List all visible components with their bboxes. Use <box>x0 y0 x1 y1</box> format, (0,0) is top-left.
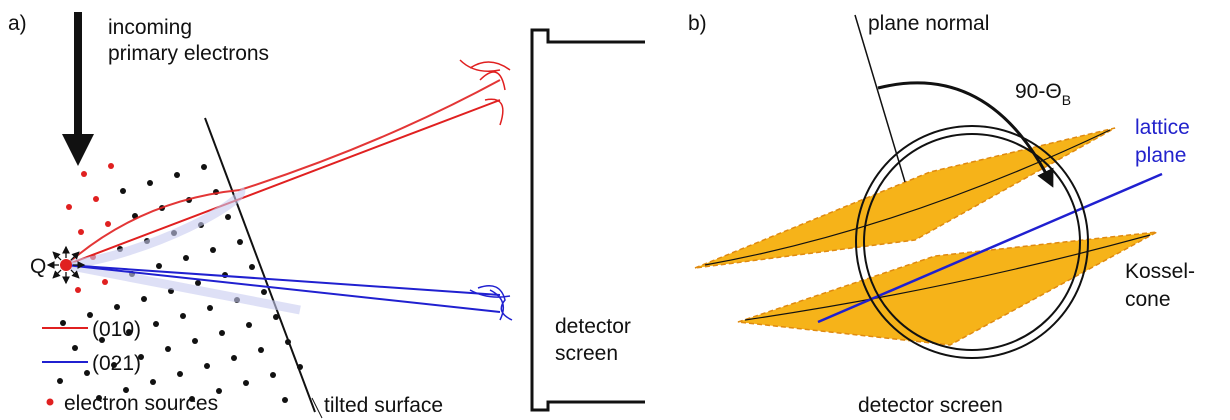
lattice-dot <box>219 330 225 336</box>
legend-dot <box>47 399 54 406</box>
emission-arrow <box>53 252 61 260</box>
lattice-dot <box>270 372 276 378</box>
source-dot <box>78 229 84 235</box>
detector-label: detector screen <box>858 394 1003 417</box>
source-dot <box>66 204 72 210</box>
lattice-dot <box>165 346 171 352</box>
source-dot <box>93 196 99 202</box>
lattice-dot <box>57 378 63 384</box>
source-dot <box>102 279 108 285</box>
source-dot <box>75 287 81 293</box>
lattice-dot <box>237 239 243 245</box>
lattice-dot <box>180 313 186 319</box>
angle-label: 90-ΘB <box>1015 80 1071 108</box>
lattice-dot <box>150 379 156 385</box>
source-dot <box>108 163 114 169</box>
lattice-dot <box>204 363 210 369</box>
plane-label: plane <box>1135 144 1186 167</box>
lattice-dot <box>258 347 264 353</box>
figure: a) incoming primary electrons Q (010) (0… <box>0 0 1230 420</box>
lattice-dot <box>114 304 120 310</box>
lattice-dot <box>249 264 255 270</box>
cone-label: Kossel- <box>1125 260 1195 283</box>
panel-a: a) incoming primary electrons Q (010) (0… <box>8 12 645 418</box>
tilted-surface <box>205 118 315 412</box>
lattice-dot <box>120 188 126 194</box>
lattice-dot <box>192 338 198 344</box>
surface-label: tilted surface <box>324 394 443 417</box>
lattice-dot <box>207 305 213 311</box>
lattice-dot <box>84 370 90 376</box>
lattice-dot <box>174 172 180 178</box>
lattice-dot <box>282 397 288 403</box>
lattice-dot <box>183 255 189 261</box>
angle-text: 90-Θ <box>1015 80 1062 103</box>
emission-arrow <box>53 270 61 278</box>
lattice-dot <box>147 180 153 186</box>
dot-legend: electron sources <box>64 392 218 415</box>
normal-label: plane normal <box>868 12 989 35</box>
panel-label: b) <box>688 12 707 35</box>
lattice-dot <box>210 247 216 253</box>
cone-label: cone <box>1125 288 1171 311</box>
lattice-dot <box>225 214 231 220</box>
panel-label: a) <box>8 12 27 35</box>
source-q <box>60 259 72 271</box>
panel-b: b) plane normal 90-ΘB lattice plane Koss… <box>688 12 1195 417</box>
incoming-label: incoming <box>108 16 192 39</box>
detector-label: screen <box>555 342 618 365</box>
source-dot <box>105 221 111 227</box>
lattice-dot <box>153 321 159 327</box>
lattice-dot <box>72 345 78 351</box>
lattice-dot <box>177 371 183 377</box>
rays <box>66 60 512 320</box>
incoming-label: primary electrons <box>108 42 269 65</box>
page: {"panel_a": {"label": "a)", "incoming_la… <box>0 0 1230 420</box>
lattice-dot <box>261 289 267 295</box>
lattice-dot <box>195 280 201 286</box>
lattice-dot <box>156 263 162 269</box>
source-label: Q <box>30 255 46 278</box>
detector-label: detector <box>555 315 631 338</box>
lattice-dot <box>141 296 147 302</box>
lattice-dot <box>246 322 252 328</box>
lattice-dot <box>60 320 66 326</box>
plane-label: lattice <box>1135 116 1190 139</box>
lattice-dot <box>201 164 207 170</box>
source-dot <box>81 171 87 177</box>
angle-subscript: B <box>1062 92 1071 108</box>
plane-normal <box>855 15 905 182</box>
legend-label: (010) <box>92 318 141 341</box>
lattice-dot <box>231 355 237 361</box>
legend-label: (021) <box>92 352 141 375</box>
lattice-dot <box>243 380 249 386</box>
